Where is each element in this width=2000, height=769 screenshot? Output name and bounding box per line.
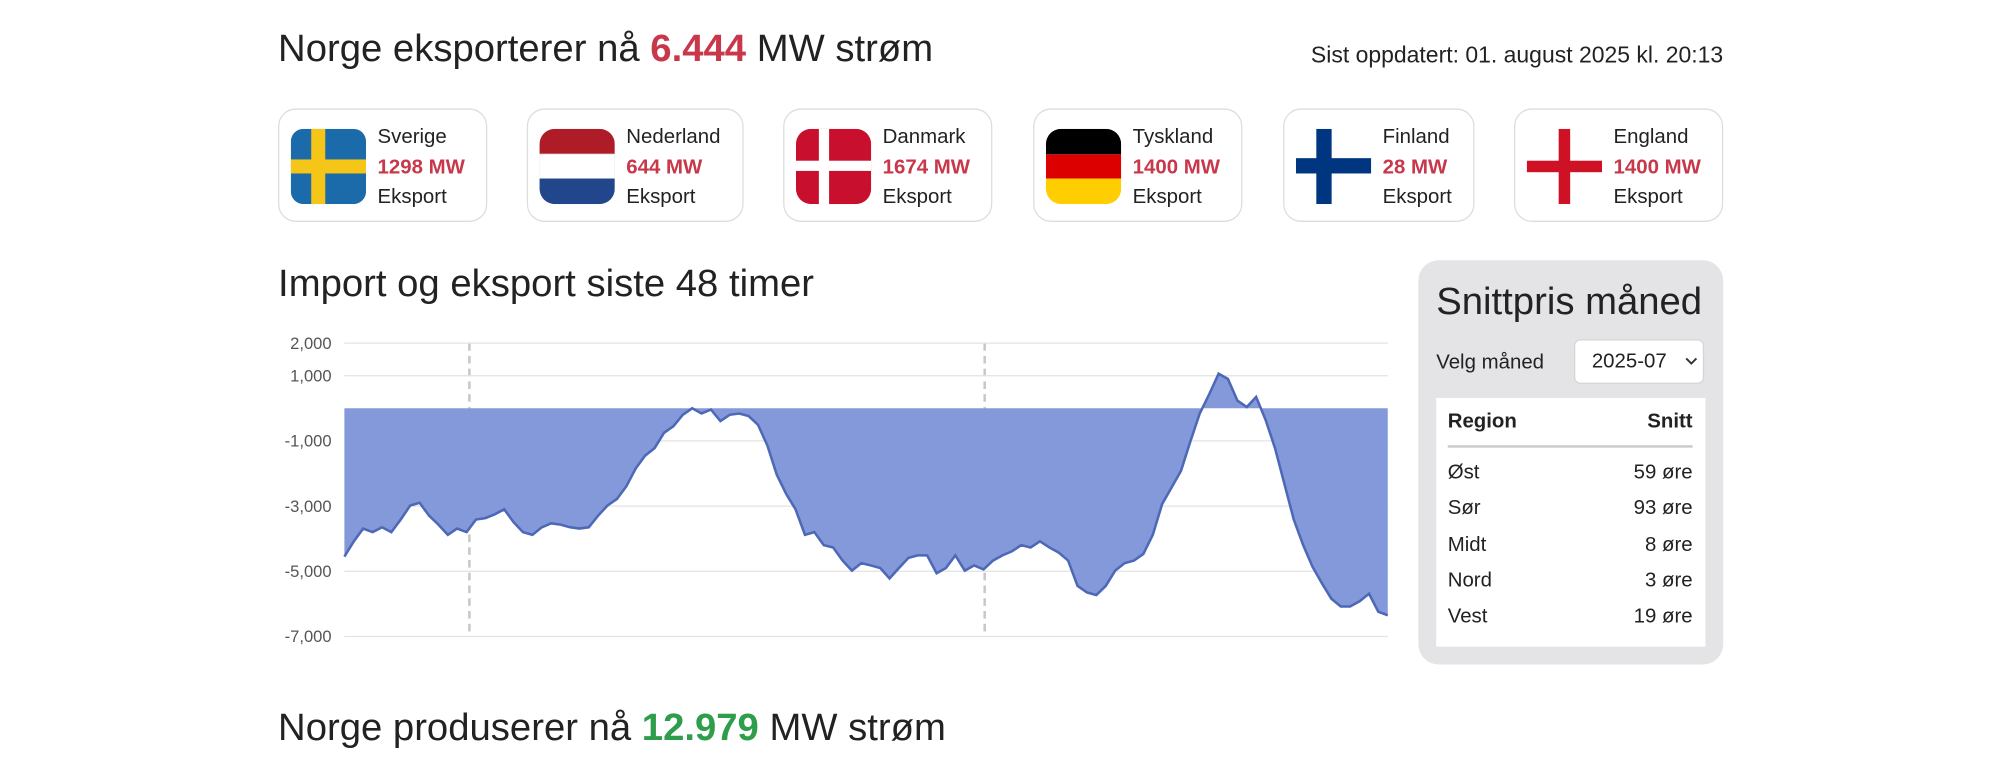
country-value: 1400 MW [1132, 156, 1220, 178]
flag [539, 128, 615, 205]
table-cell: 8 øre [1644, 533, 1693, 556]
area [344, 373, 1388, 616]
table-cell: Øst [1447, 461, 1480, 484]
flag [1295, 128, 1372, 205]
table-cell: Sør [1447, 497, 1481, 520]
y-tick-label: 1,000 [290, 366, 332, 385]
table-cell: 3 øre [1644, 570, 1693, 592]
area-line [343, 371, 1389, 617]
y-tick-label: -7,000 [285, 627, 332, 646]
month-select[interactable]: 2025-07 [1573, 339, 1705, 384]
country-card: Danmark 1674 MW Eksport [783, 108, 993, 222]
header-cell: Region [1447, 410, 1517, 433]
table-row: Sør 93 øre [1448, 498, 1693, 524]
table-cell: 93 øre [1633, 497, 1693, 520]
production-title: Norge produserer nå 12.979 MW strøm [278, 707, 946, 750]
y-tick-label: -3,000 [285, 497, 332, 516]
table-cell: Nord [1447, 570, 1492, 592]
select-label: Velg måned [1436, 352, 1545, 374]
chart: 2,000 1,000 -1,000 -3,000 -5,000 -7,000 [285, 334, 1389, 646]
country-value: 1400 MW [1613, 156, 1701, 178]
table-cell: 19 øre [1633, 606, 1693, 628]
country-label: Eksport [882, 186, 952, 208]
title-value: 12.979 [641, 706, 759, 749]
country-label: Eksport [1613, 186, 1683, 208]
country-name: Danmark [882, 126, 966, 148]
export-title: Norge eksporterer nå 6.444 MW strøm [278, 28, 933, 71]
flag [795, 128, 872, 205]
y-tick-label: 2,000 [290, 334, 332, 353]
header-cell: Snitt [1647, 410, 1693, 433]
country-card: Finland 28 MW Eksport [1283, 108, 1475, 222]
country-name: Nederland [626, 126, 721, 148]
title-value: 6.444 [650, 28, 747, 71]
country-name: England [1613, 126, 1689, 148]
table-row: Øst 59 øre [1448, 462, 1693, 488]
chevron [1685, 357, 1698, 365]
table-cell: 59 øre [1633, 461, 1693, 484]
table-row: Midt 8 øre [1448, 534, 1693, 560]
header-rule [1447, 445, 1693, 448]
price-table: Region Snitt Øst 59 øre Sør 93 øre Midt 8 øre N… [1436, 397, 1706, 647]
country-value: 644 MW [626, 156, 703, 178]
flag [290, 128, 367, 205]
table-row: Nord 3 øre [1448, 570, 1693, 596]
table-cell: Midt [1447, 533, 1487, 556]
table-header: Region Snitt [1448, 411, 1693, 437]
country-label: Eksport [377, 186, 447, 208]
country-name: Sverige [377, 126, 447, 148]
y-tick-label: -5,000 [285, 562, 332, 581]
flag [1045, 128, 1122, 205]
country-card: Tyskland 1400 MW Eksport [1033, 108, 1243, 222]
y-tick-label: -1,000 [285, 432, 332, 451]
updated: Sist oppdatert: 01. august 2025 kl. 20:1… [1310, 42, 1724, 68]
select-value: 2025-07 [1591, 350, 1667, 373]
country-card: Nederland 644 MW Eksport [526, 108, 744, 222]
flag [1526, 128, 1603, 205]
country-label: Eksport [626, 186, 696, 208]
title-suffix: MW strøm [756, 28, 934, 71]
country-card: England 1400 MW Eksport [1514, 108, 1724, 222]
country-value: 1674 MW [882, 156, 970, 178]
panel-title: Snittpris måned [1436, 280, 1703, 323]
country-name: Finland [1382, 126, 1450, 148]
table-cell: Vest [1447, 606, 1488, 628]
country-label: Eksport [1132, 186, 1202, 208]
country-label: Eksport [1382, 186, 1452, 208]
title-prefix: Norge produserer nå [278, 706, 632, 749]
country-value: 28 MW [1382, 156, 1448, 178]
price-panel: Snittpris måned Velg måned 2025-07 Regio… [1418, 260, 1724, 665]
title-prefix: Norge eksporterer nå [278, 28, 640, 71]
title-suffix: MW strøm [769, 706, 946, 749]
chart-title: Import og eksport siste 48 timer [278, 262, 814, 305]
country-card: Sverige 1298 MW Eksport [278, 108, 488, 222]
table-row: Vest 19 øre [1448, 606, 1693, 632]
country-value: 1298 MW [377, 156, 465, 178]
country-name: Tyskland [1132, 126, 1214, 148]
